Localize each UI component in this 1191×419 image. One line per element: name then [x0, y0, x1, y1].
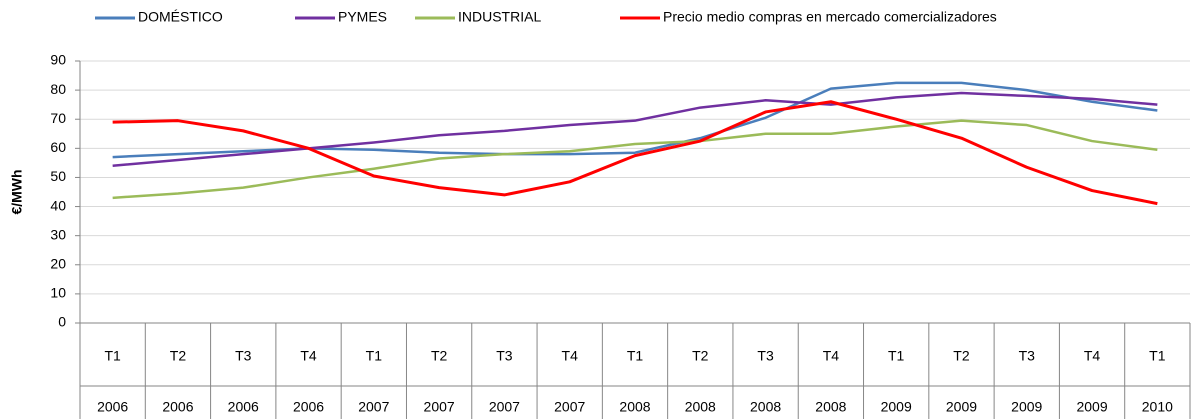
- y-tick-label: 70: [50, 110, 66, 126]
- x-tick-label: T3: [496, 348, 513, 364]
- x-tick-label: T1: [888, 348, 905, 364]
- x-year-label: 2006: [97, 399, 128, 415]
- x-year-label: 2008: [619, 399, 650, 415]
- series-line: [112, 91, 1158, 168]
- x-year-label: 2006: [293, 399, 324, 415]
- x-year-label: 2009: [881, 399, 912, 415]
- y-tick-label: 90: [50, 52, 66, 68]
- legend-label: PYMES: [338, 9, 387, 25]
- x-tick-label: T4: [562, 348, 579, 364]
- x-tick-label: T1: [1149, 348, 1166, 364]
- x-tick-label: T2: [431, 348, 448, 364]
- x-year-label: 2009: [1076, 399, 1107, 415]
- x-year-label: 2007: [489, 399, 520, 415]
- y-tick-label: 10: [50, 285, 66, 301]
- x-year-label: 2010: [1142, 399, 1173, 415]
- legend-label: INDUSTRIAL: [458, 9, 541, 25]
- x-tick-label: T4: [300, 348, 317, 364]
- x-tick-label: T2: [692, 348, 709, 364]
- x-tick-label: T4: [823, 348, 840, 364]
- series-line: [112, 119, 1158, 200]
- x-year-label: 2007: [358, 399, 389, 415]
- x-tick-label: T3: [235, 348, 252, 364]
- y-tick-label: 50: [50, 168, 66, 184]
- y-tick-label: 0: [58, 314, 66, 330]
- x-tick-label: T2: [953, 348, 970, 364]
- x-year-label: 2007: [554, 399, 585, 415]
- y-tick-label: 30: [50, 226, 66, 242]
- x-year-label: 2007: [424, 399, 455, 415]
- x-year-label: 2006: [162, 399, 193, 415]
- legend-label: Precio medio compras en mercado comercia…: [663, 9, 997, 25]
- x-year-label: 2008: [685, 399, 716, 415]
- x-tick-label: T1: [104, 348, 121, 364]
- series-line: [112, 100, 1158, 206]
- x-tick-label: T1: [366, 348, 383, 364]
- legend-label: DOMÉSTICO: [138, 9, 223, 25]
- y-axis-label: €/MWh: [9, 169, 25, 214]
- y-tick-label: 80: [50, 81, 66, 97]
- y-tick-label: 60: [50, 139, 66, 155]
- x-year-label: 2009: [1011, 399, 1042, 415]
- x-tick-label: T3: [1019, 348, 1036, 364]
- y-tick-label: 20: [50, 255, 66, 271]
- x-year-label: 2008: [750, 399, 781, 415]
- x-year-label: 2006: [228, 399, 259, 415]
- x-year-label: 2008: [815, 399, 846, 415]
- x-tick-label: T1: [627, 348, 644, 364]
- x-year-label: 2009: [946, 399, 977, 415]
- x-tick-label: T2: [170, 348, 187, 364]
- y-tick-label: 40: [50, 197, 66, 213]
- x-tick-label: T4: [1084, 348, 1101, 364]
- x-tick-label: T3: [757, 348, 774, 364]
